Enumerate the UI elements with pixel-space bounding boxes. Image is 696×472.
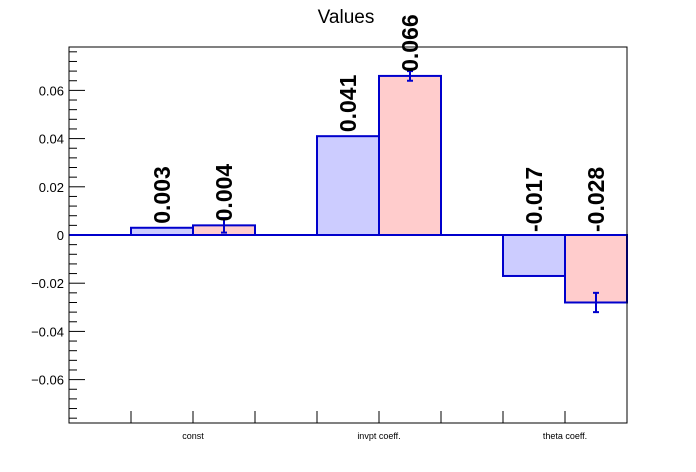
- data-label: -0.028: [583, 167, 609, 232]
- bar-series1-theta-coeff-: [502, 234, 566, 277]
- bar-series2-invpt-coeff-: [378, 74, 442, 236]
- y-tick-label: 0.04: [39, 132, 64, 147]
- data-label: -0.017: [521, 167, 547, 232]
- chart-title: Values: [318, 7, 375, 28]
- data-label: 0.003: [149, 166, 175, 224]
- bar-series1-invpt-coeff-: [316, 135, 380, 236]
- data-label: 0.004: [211, 164, 237, 222]
- bar-series1-const: [130, 226, 194, 236]
- data-label: 0.066: [397, 14, 423, 72]
- x-category-label: theta coeff.: [543, 431, 587, 441]
- plot-frame: [68, 46, 628, 424]
- y-tick-label: −0.04: [31, 324, 64, 339]
- y-tick-label: 0.06: [39, 83, 64, 98]
- data-label: 0.041: [335, 74, 361, 132]
- y-tick-label: 0: [57, 228, 64, 243]
- y-tick-label: 0.02: [39, 180, 64, 195]
- y-tick-label: −0.06: [31, 373, 64, 388]
- y-tick-label: −0.02: [31, 276, 64, 291]
- x-category-label: invpt coeff.: [357, 431, 400, 441]
- x-category-label: const: [182, 431, 204, 441]
